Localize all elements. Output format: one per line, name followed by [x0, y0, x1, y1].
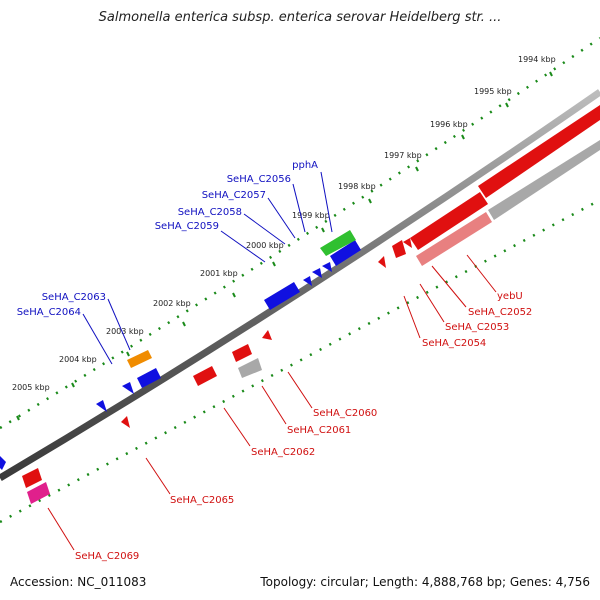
gene-feature[interactable] [378, 256, 386, 268]
scale-label-1999: 1999 kbp [292, 211, 330, 220]
gene-label-SeHA_C2053[interactable]: SeHA_C2053 [445, 322, 509, 333]
gene-feature[interactable] [127, 350, 152, 368]
gene-feature[interactable] [96, 400, 107, 412]
scale-label-1996: 1996 kbp [430, 120, 468, 129]
map-title: Salmonella enterica subsp. enterica sero… [98, 10, 502, 25]
chromosome-backbone [0, 89, 600, 482]
scale-label-2001: 2001 kbp [200, 269, 238, 278]
leader-lines-top [82, 171, 333, 365]
gene-feature[interactable] [264, 282, 300, 310]
scale-label-2000: 2000 kbp [246, 241, 284, 250]
gene-feature[interactable] [312, 268, 322, 278]
gene-feature[interactable] [416, 212, 492, 266]
gene-label-SeHA_C2060[interactable]: SeHA_C2060 [313, 408, 377, 419]
gene-feature[interactable] [392, 240, 406, 258]
scale-label-1994: 1994 kbp [518, 55, 556, 64]
gene-feature[interactable] [320, 230, 356, 256]
gene-feature[interactable] [238, 358, 262, 378]
gene-feature[interactable] [193, 366, 217, 386]
gene-feature[interactable] [488, 140, 600, 220]
scale-track-bottom [0, 198, 600, 524]
reverse-strand-genes [22, 105, 600, 504]
gene-label-SeHA_C2062[interactable]: SeHA_C2062 [251, 447, 315, 458]
accession-label: Accession: NC_011083 [10, 575, 147, 589]
topology-label: Topology: circular; Length: 4,888,768 bp… [260, 575, 590, 589]
gene-label-yebU[interactable]: yebU [497, 291, 523, 302]
gene-label-SeHA_C2057[interactable]: SeHA_C2057 [202, 190, 266, 201]
scale-label-2004: 2004 kbp [59, 355, 97, 364]
gene-label-pphA[interactable]: pphA [292, 160, 318, 171]
gene-feature[interactable] [330, 240, 361, 266]
gene-feature[interactable] [121, 416, 130, 428]
gene-label-SeHA_C2052[interactable]: SeHA_C2052 [468, 307, 532, 318]
leader-lines-bottom [47, 254, 497, 551]
gene-feature[interactable] [122, 382, 134, 394]
gene-label-SeHA_C2063[interactable]: SeHA_C2063 [42, 292, 106, 303]
gene-feature[interactable] [0, 456, 6, 470]
gene-label-SeHA_C2065[interactable]: SeHA_C2065 [170, 495, 234, 506]
gene-label-SeHA_C2054[interactable]: SeHA_C2054 [422, 338, 486, 349]
major-ticks-top [16, 71, 553, 421]
scale-label-1997: 1997 kbp [384, 151, 422, 160]
scale-label-1998: 1998 kbp [338, 182, 376, 191]
scale-label-1995: 1995 kbp [474, 87, 512, 96]
gene-feature[interactable] [262, 330, 272, 340]
forward-strand-genes [0, 230, 361, 470]
gene-feature[interactable] [403, 238, 412, 248]
gene-label-SeHA_C2058[interactable]: SeHA_C2058 [178, 207, 242, 218]
gene-feature[interactable] [27, 482, 50, 504]
gene-label-SeHA_C2069[interactable]: SeHA_C2069 [75, 551, 139, 562]
gene-feature[interactable] [137, 368, 161, 388]
scale-label-2005: 2005 kbp [12, 383, 50, 392]
gene-label-SeHA_C2064[interactable]: SeHA_C2064 [17, 307, 81, 318]
gene-feature[interactable] [232, 344, 252, 362]
scale-track-top [0, 36, 600, 430]
gene-label-SeHA_C2059[interactable]: SeHA_C2059 [155, 221, 219, 232]
gene-feature[interactable] [410, 192, 488, 250]
gene-feature[interactable] [478, 105, 600, 198]
gene-feature[interactable] [322, 262, 332, 272]
gene-feature[interactable] [22, 468, 42, 488]
scale-label-2003: 2003 kbp [106, 327, 144, 336]
gene-feature[interactable] [303, 276, 312, 286]
scale-label-2002: 2002 kbp [153, 299, 191, 308]
gene-label-SeHA_C2061[interactable]: SeHA_C2061 [287, 425, 351, 436]
gene-label-SeHA_C2056[interactable]: SeHA_C2056 [227, 174, 291, 185]
